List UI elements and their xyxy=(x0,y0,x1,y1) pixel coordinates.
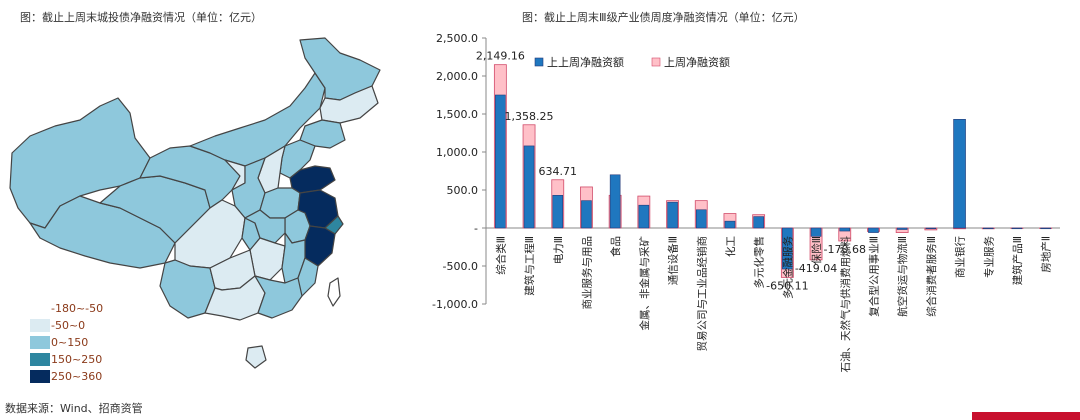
legend-item: 150~250 xyxy=(30,351,103,368)
legend-swatch xyxy=(30,319,50,332)
bar-prior-week xyxy=(581,200,592,229)
y-tick-label: -1,000.0 xyxy=(432,298,478,311)
x-category-label: 房地产Ⅱ xyxy=(1040,236,1053,273)
y-tick-label: 1,000.0 xyxy=(436,146,478,159)
legend-label: 250~360 xyxy=(51,370,103,383)
x-category-label: 航空货运与物流Ⅲ xyxy=(896,236,909,317)
x-category-label: 通信设备Ⅲ xyxy=(667,236,680,285)
x-category-label: 金属、非金属与采矿 xyxy=(638,236,651,331)
x-category-label: 建筑产品Ⅲ xyxy=(1011,236,1024,285)
data-source: 数据来源：Wind、招商资管 xyxy=(5,402,143,415)
y-tick-label: 1,500.0 xyxy=(436,108,478,121)
bar-prior-week xyxy=(982,227,994,230)
bar-prior-week xyxy=(638,204,650,229)
legend-swatch xyxy=(30,353,50,366)
bar-prior-week xyxy=(695,209,707,229)
x-category-label: 复合型公用事业Ⅲ xyxy=(867,236,880,317)
legend-swatch xyxy=(651,57,661,67)
bar-prior-week xyxy=(552,195,564,229)
bar-prior-week xyxy=(925,227,937,230)
x-category-label: 多元化零售 xyxy=(753,236,766,289)
china-map xyxy=(9,37,381,369)
legend-swatch xyxy=(534,57,544,67)
x-category-label: 综合类Ⅲ xyxy=(494,236,507,275)
data-label: 2,149.16 xyxy=(476,50,525,63)
bar-prior-week xyxy=(667,201,678,229)
legend-label: 0~150 xyxy=(51,336,89,349)
bar-prior-week xyxy=(495,94,506,229)
legend-label: -180~-50 xyxy=(51,302,104,315)
map-region-taiwan xyxy=(327,277,341,307)
bar-prior-week xyxy=(523,145,535,229)
industry-bar-chart: 2,500.0 2,000.0 1,500.0 1,000.0 500.0 - -500.0… xyxy=(432,32,1060,373)
legend-label: 上周净融资额 xyxy=(664,55,730,69)
x-category-label: 商业银行 xyxy=(954,236,967,278)
bar-prior-week xyxy=(868,227,879,233)
x-category-label: 电力Ⅲ xyxy=(552,236,565,264)
data-label: 1,358.25 xyxy=(505,110,554,123)
legend-swatch xyxy=(30,370,50,383)
legend-item: -50~0 xyxy=(30,317,103,334)
map-title: 图：截止上周末城投债净融资情况（单位：亿元） xyxy=(20,11,262,24)
map-region-hunan xyxy=(249,237,286,281)
bar-prior-week xyxy=(1040,227,1051,230)
x-category-label: 化工 xyxy=(724,236,737,257)
brand-bar xyxy=(972,412,1080,420)
data-label: 634.71 xyxy=(539,165,578,178)
chart-title: 图：截止上周末Ⅲ级产业债周度净融资情况（单位：亿元） xyxy=(522,11,805,24)
legend-label: -50~0 xyxy=(51,319,86,332)
data-label: -170.68 xyxy=(824,243,866,256)
legend-item: 0~150 xyxy=(30,334,103,351)
legend-label: 上上周净融资额 xyxy=(547,55,624,69)
x-category-label: 专业服务 xyxy=(982,236,995,278)
data-label: -650.11 xyxy=(766,279,808,292)
x-category-label: 多元金融服务 xyxy=(781,236,794,299)
legend-swatch xyxy=(30,302,50,315)
bar-prior-week xyxy=(839,227,851,232)
map-region-hainan xyxy=(245,345,267,369)
y-tick-label: 2,000.0 xyxy=(436,70,478,83)
bar-prior-week xyxy=(753,216,764,229)
y-tick-label: - xyxy=(474,222,478,235)
x-category-label: 石油、天然气与供消费用燃料 xyxy=(839,236,852,373)
bar-prior-week xyxy=(896,227,908,230)
x-category-label: 建筑与工程Ⅲ xyxy=(523,236,536,296)
x-category-label: 综合消费者服务Ⅲ xyxy=(925,236,938,317)
bar-prior-week xyxy=(953,119,966,229)
bar-prior-week xyxy=(1011,227,1023,230)
y-tick-label: 2,500.0 xyxy=(436,32,478,45)
legend-item: 250~360 xyxy=(30,368,103,385)
map-region-jilin xyxy=(319,85,379,124)
y-tick-label: -500.0 xyxy=(443,260,478,273)
x-category-label: 商业服务与用品 xyxy=(580,236,593,310)
map-legend: -180~-50 -50~0 0~150 150~250 250~360 xyxy=(30,300,103,385)
bar-prior-week xyxy=(609,174,621,229)
legend-item: -180~-50 xyxy=(30,300,103,317)
map-region-guangdong xyxy=(254,275,303,319)
x-category-label: 保险Ⅲ xyxy=(810,236,823,264)
data-label: -419.04 xyxy=(795,262,837,275)
legend-swatch xyxy=(30,336,50,349)
bar-prior-week xyxy=(724,220,736,229)
y-tick-label: 500.0 xyxy=(447,184,479,197)
legend-label: 150~250 xyxy=(51,353,103,366)
bar-prior-week xyxy=(810,227,822,237)
map-region-zhejiang xyxy=(304,225,336,267)
bar-prior-week xyxy=(782,227,793,270)
x-category-label: 贸易公司与工业品经销商 xyxy=(695,236,708,352)
x-category-label: 食品 xyxy=(609,236,622,257)
